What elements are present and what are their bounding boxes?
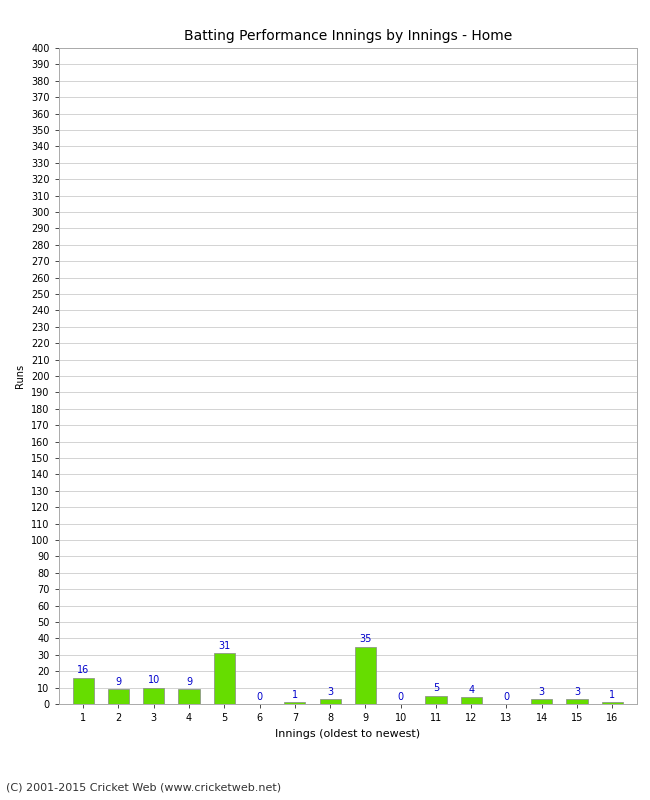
Bar — [425, 696, 447, 704]
Bar — [143, 687, 164, 704]
Text: 1: 1 — [609, 690, 616, 700]
Bar — [531, 699, 552, 704]
Text: 9: 9 — [116, 677, 122, 686]
Text: 4: 4 — [468, 685, 474, 695]
Bar — [73, 678, 94, 704]
Bar — [355, 646, 376, 704]
Bar — [108, 690, 129, 704]
Text: 3: 3 — [574, 686, 580, 697]
Text: 9: 9 — [186, 677, 192, 686]
Text: 0: 0 — [503, 691, 510, 702]
Text: 0: 0 — [257, 691, 263, 702]
Title: Batting Performance Innings by Innings - Home: Batting Performance Innings by Innings -… — [183, 29, 512, 42]
Bar — [284, 702, 306, 704]
Text: 3: 3 — [327, 686, 333, 697]
Text: 10: 10 — [148, 675, 160, 685]
Text: 3: 3 — [539, 686, 545, 697]
Bar — [566, 699, 588, 704]
Text: 35: 35 — [359, 634, 372, 644]
Bar — [320, 699, 341, 704]
Text: 0: 0 — [398, 691, 404, 702]
Text: 1: 1 — [292, 690, 298, 700]
Text: 31: 31 — [218, 641, 230, 650]
Bar — [602, 702, 623, 704]
Y-axis label: Runs: Runs — [16, 364, 25, 388]
Bar — [461, 698, 482, 704]
Text: 16: 16 — [77, 666, 89, 675]
Text: 5: 5 — [433, 683, 439, 694]
Bar — [214, 653, 235, 704]
Bar — [179, 690, 200, 704]
X-axis label: Innings (oldest to newest): Innings (oldest to newest) — [275, 729, 421, 738]
Text: (C) 2001-2015 Cricket Web (www.cricketweb.net): (C) 2001-2015 Cricket Web (www.cricketwe… — [6, 782, 281, 792]
